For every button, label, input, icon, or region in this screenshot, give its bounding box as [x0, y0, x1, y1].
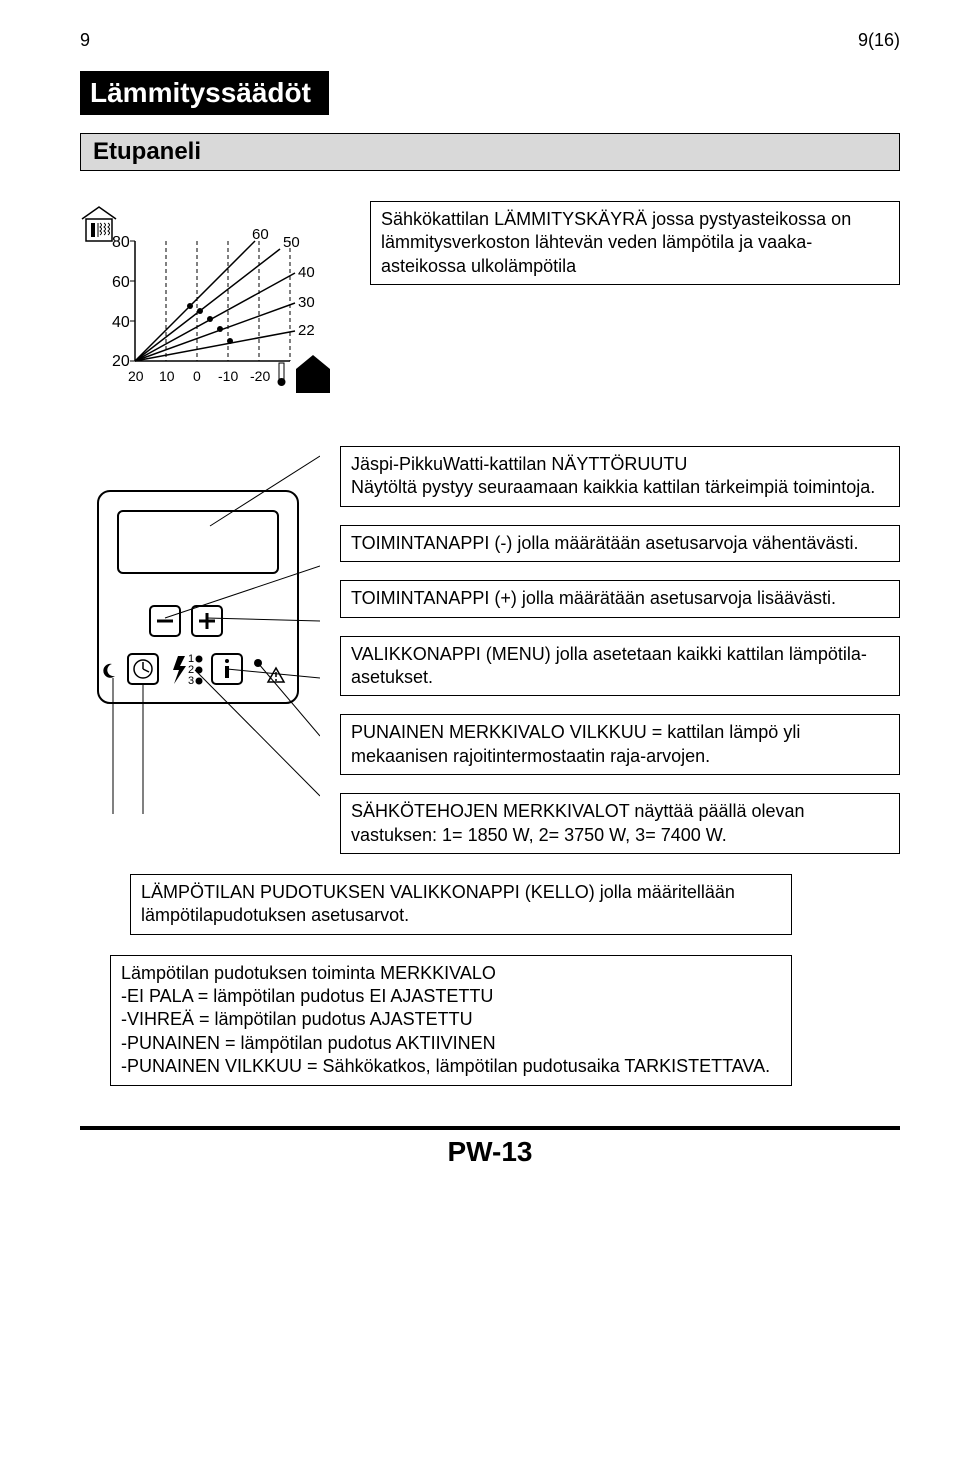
svg-text:10: 10 [159, 368, 175, 384]
ytick-60: 60 [112, 274, 130, 291]
svg-text:-20: -20 [250, 368, 270, 384]
desc-clock-button: LÄMPÖTILAN PUDOTUKSEN VALIKKONAPPI (KELL… [130, 874, 792, 935]
svg-text:3: 3 [188, 675, 194, 687]
page-number-left: 9 [80, 30, 90, 51]
heating-curve-graph: 80 60 40 20 20 10 0 -10 -20 [80, 201, 340, 406]
svg-text:40: 40 [298, 264, 315, 281]
page-footer: PW-13 [80, 1126, 900, 1168]
desc-plus: TOIMINTANAPPI (+) jolla määrätään asetus… [340, 580, 900, 617]
ytick-40: 40 [112, 314, 130, 331]
desc-moon-indicator: Lämpötilan pudotuksen toiminta MERKKIVAL… [110, 955, 792, 1086]
control-panel-figure: 1 2 3 [80, 446, 320, 821]
page-header: 9 9(16) [80, 30, 900, 51]
svg-text:30: 30 [298, 294, 315, 311]
desc-power-leds: SÄHKÖTEHOJEN MERKKIVALOT näyttää päällä … [340, 793, 900, 854]
svg-text:0: 0 [193, 368, 201, 384]
desc-display: Jäspi-PikkuWatti-kattilan NÄYTTÖRUUTU Nä… [340, 446, 900, 507]
page-number-right: 9(16) [858, 30, 900, 51]
svg-text:22: 22 [298, 322, 315, 339]
footer-code: PW-13 [80, 1130, 900, 1168]
section-subtitle: Etupaneli [80, 133, 900, 171]
svg-text:-10: -10 [218, 368, 238, 384]
desc-red-led: PUNAINEN MERKKIVALO VILKKUU = kattilan l… [340, 714, 900, 775]
graph-description: Sähkökattilan LÄMMITYSKÄYRÄ jossa pystya… [370, 201, 900, 285]
section-title: Lämmityssäädöt [80, 71, 329, 115]
svg-text:50: 50 [283, 234, 300, 251]
ytick-80: 80 [112, 234, 130, 251]
desc-minus: TOIMINTANAPPI (-) jolla määrätään asetus… [340, 525, 900, 562]
svg-text:20: 20 [128, 368, 144, 384]
desc-menu: VALIKKONAPPI (MENU) jolla asetetaan kaik… [340, 636, 900, 697]
svg-text:60: 60 [252, 226, 269, 243]
